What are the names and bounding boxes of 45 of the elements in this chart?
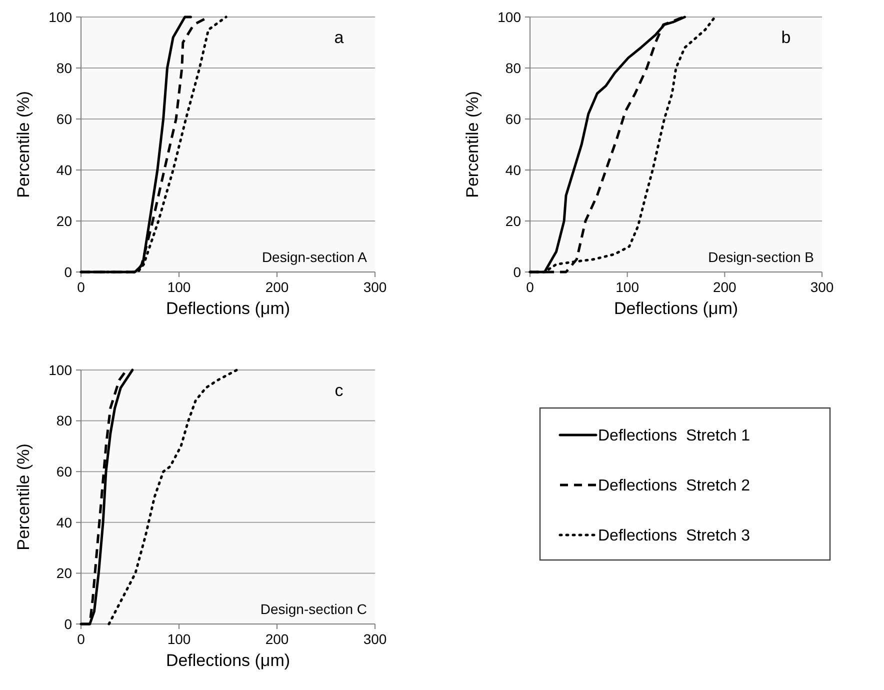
y-tick-label: 60 bbox=[505, 110, 522, 127]
y-tick-label: 100 bbox=[48, 8, 72, 25]
annotation: a bbox=[334, 28, 344, 47]
y-tick-label: 40 bbox=[56, 162, 72, 178]
x-axis-title: Deflections (μm) bbox=[166, 651, 290, 670]
legend-label: Deflections Stretch 3 bbox=[598, 528, 750, 545]
legend-label: Deflections Stretch 2 bbox=[598, 478, 750, 495]
y-tick-label: 80 bbox=[56, 412, 72, 429]
y-tick-label: 0 bbox=[64, 264, 72, 280]
x-tick-label: 100 bbox=[616, 279, 640, 295]
y-tick-label: 100 bbox=[48, 362, 72, 378]
annotation: c bbox=[334, 381, 344, 400]
x-tick-label: 300 bbox=[363, 631, 387, 647]
y-tick-label: 20 bbox=[505, 212, 522, 229]
x-tick-label: 200 bbox=[265, 631, 289, 647]
y-tick-label: 80 bbox=[505, 60, 522, 76]
annotation: b bbox=[781, 28, 791, 47]
x-tick-label: 100 bbox=[167, 279, 191, 295]
x-tick-label: 300 bbox=[810, 279, 834, 295]
x-tick-label: 0 bbox=[77, 279, 86, 295]
x-tick-label: 300 bbox=[363, 279, 387, 295]
y-tick-label: 0 bbox=[64, 616, 72, 632]
x-tick-label: 0 bbox=[77, 631, 86, 647]
y-axis-title: Percentile (%) bbox=[14, 444, 33, 550]
x-tick-label: 200 bbox=[265, 279, 289, 295]
y-tick-label: 80 bbox=[56, 60, 72, 76]
annotation: Design-section C bbox=[260, 601, 367, 617]
y-axis-title: Percentile (%) bbox=[463, 91, 482, 198]
annotation: Design-section A bbox=[262, 249, 368, 265]
x-tick-label: 200 bbox=[712, 279, 737, 295]
x-axis-title: Deflections (μm) bbox=[614, 299, 738, 318]
y-tick-label: 20 bbox=[56, 212, 72, 229]
y-axis-title: Percentile (%) bbox=[14, 91, 33, 198]
y-tick-label: 40 bbox=[505, 162, 522, 178]
y-tick-label: 20 bbox=[56, 565, 72, 582]
x-axis-title: Deflections (μm) bbox=[166, 299, 290, 318]
y-tick-label: 100 bbox=[498, 8, 522, 25]
y-tick-label: 0 bbox=[513, 264, 522, 280]
y-tick-label: 60 bbox=[56, 464, 72, 480]
x-tick-label: 0 bbox=[526, 279, 534, 295]
legend-label: Deflections Stretch 1 bbox=[598, 428, 750, 445]
y-tick-label: 60 bbox=[56, 110, 72, 127]
annotation: Design-section B bbox=[708, 249, 814, 265]
x-tick-label: 100 bbox=[167, 631, 191, 647]
y-tick-label: 40 bbox=[56, 514, 72, 530]
